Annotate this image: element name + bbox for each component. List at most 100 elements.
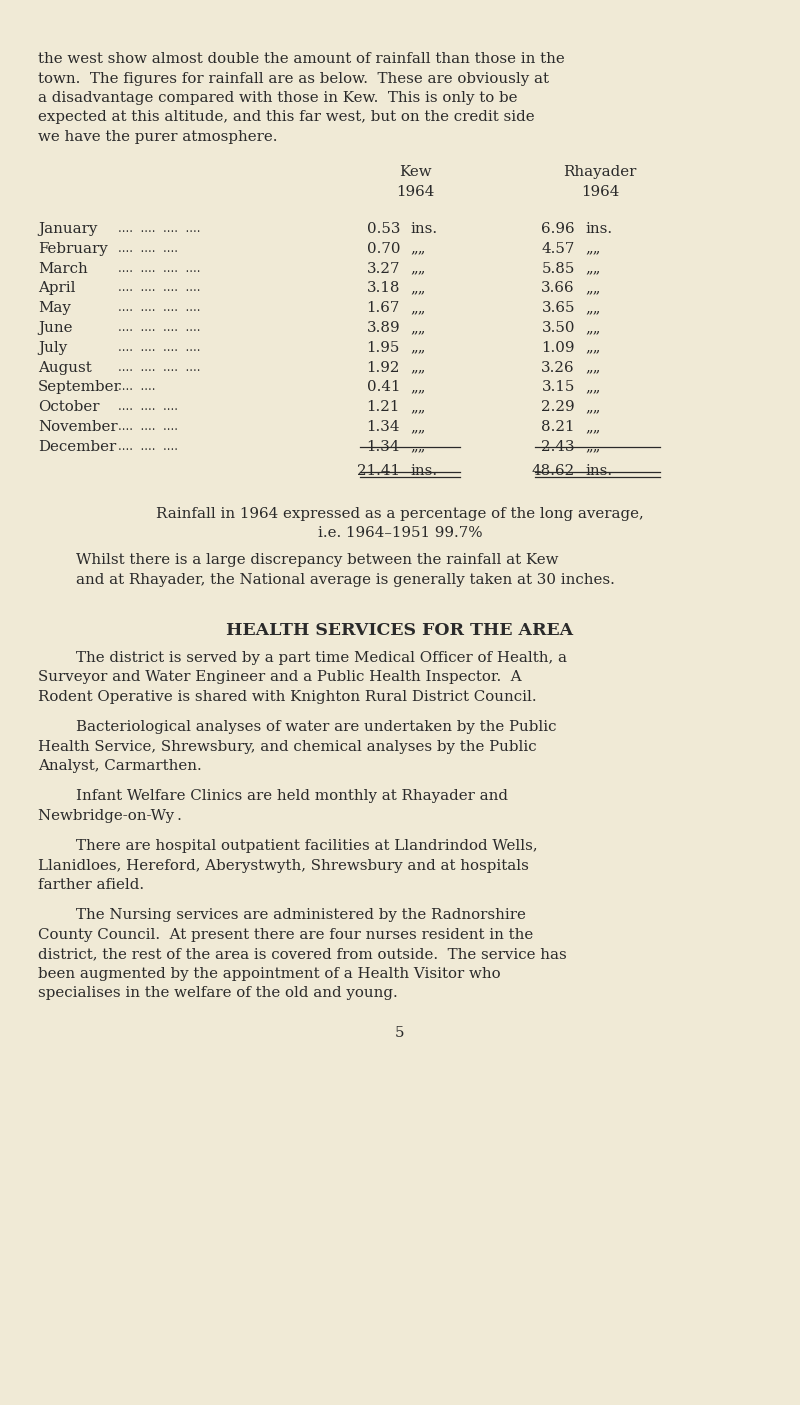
Text: September: September — [38, 381, 122, 395]
Text: Bacteriological analyses of water are undertaken by the Public: Bacteriological analyses of water are un… — [76, 721, 557, 735]
Text: 3.50: 3.50 — [542, 320, 575, 334]
Text: ....  ....  ....: .... .... .... — [118, 400, 178, 413]
Text: March: March — [38, 261, 88, 275]
Text: „„: „„ — [410, 242, 426, 256]
Text: „„: „„ — [585, 242, 601, 256]
Text: district, the rest of the area is covered from outside.  The service has: district, the rest of the area is covere… — [38, 947, 566, 961]
Text: ....  ....  ....  ....: .... .... .... .... — [118, 222, 201, 235]
Text: Infant Welfare Clinics are held monthly at Rhayader and: Infant Welfare Clinics are held monthly … — [76, 790, 508, 804]
Text: 1964: 1964 — [581, 184, 619, 198]
Text: been augmented by the appointment of a Health Visitor who: been augmented by the appointment of a H… — [38, 967, 501, 981]
Text: The district is served by a part time Medical Officer of Health, a: The district is served by a part time Me… — [76, 651, 567, 665]
Text: ins.: ins. — [410, 222, 437, 236]
Text: The Nursing services are administered by the Radnorshire: The Nursing services are administered by… — [76, 909, 526, 922]
Text: the west show almost double the amount of rainfall than those in the: the west show almost double the amount o… — [38, 52, 565, 66]
Text: August: August — [38, 361, 92, 375]
Text: ....  ....  ....  ....: .... .... .... .... — [118, 301, 201, 315]
Text: 3.89: 3.89 — [366, 320, 400, 334]
Text: 21.41: 21.41 — [357, 464, 400, 478]
Text: ....  ....: .... .... — [118, 381, 155, 393]
Text: ....  ....  ....  ....: .... .... .... .... — [118, 320, 201, 334]
Text: 0.70: 0.70 — [366, 242, 400, 256]
Text: ....  ....  ....  ....: .... .... .... .... — [118, 361, 201, 374]
Text: „„: „„ — [585, 281, 601, 295]
Text: ins.: ins. — [585, 222, 612, 236]
Text: 48.62: 48.62 — [532, 464, 575, 478]
Text: Rhayader: Rhayader — [563, 166, 637, 178]
Text: ....  ....  ....: .... .... .... — [118, 242, 178, 254]
Text: „„: „„ — [410, 381, 426, 395]
Text: and at Rhayader, the National average is generally taken at 30 inches.: and at Rhayader, the National average is… — [76, 573, 615, 587]
Text: farther afield.: farther afield. — [38, 878, 144, 892]
Text: 5.85: 5.85 — [542, 261, 575, 275]
Text: Rodent Operative is shared with Knighton Rural District Council.: Rodent Operative is shared with Knighton… — [38, 690, 537, 704]
Text: „„: „„ — [410, 301, 426, 315]
Text: 3.65: 3.65 — [542, 301, 575, 315]
Text: ....  ....  ....  ....: .... .... .... .... — [118, 281, 201, 295]
Text: 1.09: 1.09 — [542, 341, 575, 354]
Text: a disadvantage compared with those in Kew.  This is only to be: a disadvantage compared with those in Ke… — [38, 91, 518, 105]
Text: County Council.  At present there are four nurses resident in the: County Council. At present there are fou… — [38, 927, 534, 941]
Text: February: February — [38, 242, 108, 256]
Text: „„: „„ — [410, 361, 426, 375]
Text: „„: „„ — [585, 420, 601, 434]
Text: 1.34: 1.34 — [366, 420, 400, 434]
Text: „„: „„ — [585, 320, 601, 334]
Text: „„: „„ — [410, 320, 426, 334]
Text: ....  ....  ....: .... .... .... — [118, 420, 178, 433]
Text: „„: „„ — [410, 440, 426, 454]
Text: October: October — [38, 400, 99, 414]
Text: Health Service, Shrewsbury, and chemical analyses by the Public: Health Service, Shrewsbury, and chemical… — [38, 739, 537, 753]
Text: specialises in the welfare of the old and young.: specialises in the welfare of the old an… — [38, 986, 398, 1000]
Text: 1.67: 1.67 — [366, 301, 400, 315]
Text: May: May — [38, 301, 71, 315]
Text: There are hospital outpatient facilities at Llandrindod Wells,: There are hospital outpatient facilities… — [76, 839, 538, 853]
Text: „„: „„ — [585, 301, 601, 315]
Text: 3.15: 3.15 — [542, 381, 575, 395]
Text: „„: „„ — [585, 361, 601, 375]
Text: July: July — [38, 341, 67, 354]
Text: „„: „„ — [585, 400, 601, 414]
Text: 5: 5 — [395, 1026, 405, 1040]
Text: „„: „„ — [410, 400, 426, 414]
Text: town.  The figures for rainfall are as below.  These are obviously at: town. The figures for rainfall are as be… — [38, 72, 549, 86]
Text: 3.27: 3.27 — [366, 261, 400, 275]
Text: 4.57: 4.57 — [542, 242, 575, 256]
Text: 6.96: 6.96 — [542, 222, 575, 236]
Text: 1.34: 1.34 — [366, 440, 400, 454]
Text: HEALTH SERVICES FOR THE AREA: HEALTH SERVICES FOR THE AREA — [226, 622, 574, 639]
Text: i.e. 1964–1951 99.7%: i.e. 1964–1951 99.7% — [318, 525, 482, 540]
Text: 1964: 1964 — [396, 184, 434, 198]
Text: 1.95: 1.95 — [366, 341, 400, 354]
Text: 0.53: 0.53 — [366, 222, 400, 236]
Text: January: January — [38, 222, 98, 236]
Text: ....  ....  ....: .... .... .... — [118, 440, 178, 452]
Text: „„: „„ — [585, 341, 601, 354]
Text: ....  ....  ....  ....: .... .... .... .... — [118, 261, 201, 274]
Text: 1.21: 1.21 — [366, 400, 400, 414]
Text: Whilst there is a large discrepancy between the rainfall at Kew: Whilst there is a large discrepancy betw… — [76, 554, 558, 568]
Text: June: June — [38, 320, 73, 334]
Text: „„: „„ — [410, 341, 426, 354]
Text: 3.26: 3.26 — [542, 361, 575, 375]
Text: 3.18: 3.18 — [366, 281, 400, 295]
Text: „„: „„ — [585, 261, 601, 275]
Text: 2.29: 2.29 — [542, 400, 575, 414]
Text: November: November — [38, 420, 118, 434]
Text: Llanidloes, Hereford, Aberystwyth, Shrewsbury and at hospitals: Llanidloes, Hereford, Aberystwyth, Shrew… — [38, 858, 529, 873]
Text: 1.92: 1.92 — [366, 361, 400, 375]
Text: 8.21: 8.21 — [542, 420, 575, 434]
Text: December: December — [38, 440, 116, 454]
Text: „„: „„ — [410, 261, 426, 275]
Text: we have the purer atmosphere.: we have the purer atmosphere. — [38, 131, 278, 143]
Text: ....  ....  ....  ....: .... .... .... .... — [118, 341, 201, 354]
Text: „„: „„ — [585, 381, 601, 395]
Text: „„: „„ — [585, 440, 601, 454]
Text: Surveyor and Water Engineer and a Public Health Inspector.  A: Surveyor and Water Engineer and a Public… — [38, 670, 522, 684]
Text: April: April — [38, 281, 75, 295]
Text: „„: „„ — [410, 281, 426, 295]
Text: 2.43: 2.43 — [542, 440, 575, 454]
Text: expected at this altitude, and this far west, but on the credit side: expected at this altitude, and this far … — [38, 111, 534, 125]
Text: Rainfall in 1964 expressed as a percentage of the long average,: Rainfall in 1964 expressed as a percenta… — [156, 507, 644, 521]
Text: ins.: ins. — [585, 464, 612, 478]
